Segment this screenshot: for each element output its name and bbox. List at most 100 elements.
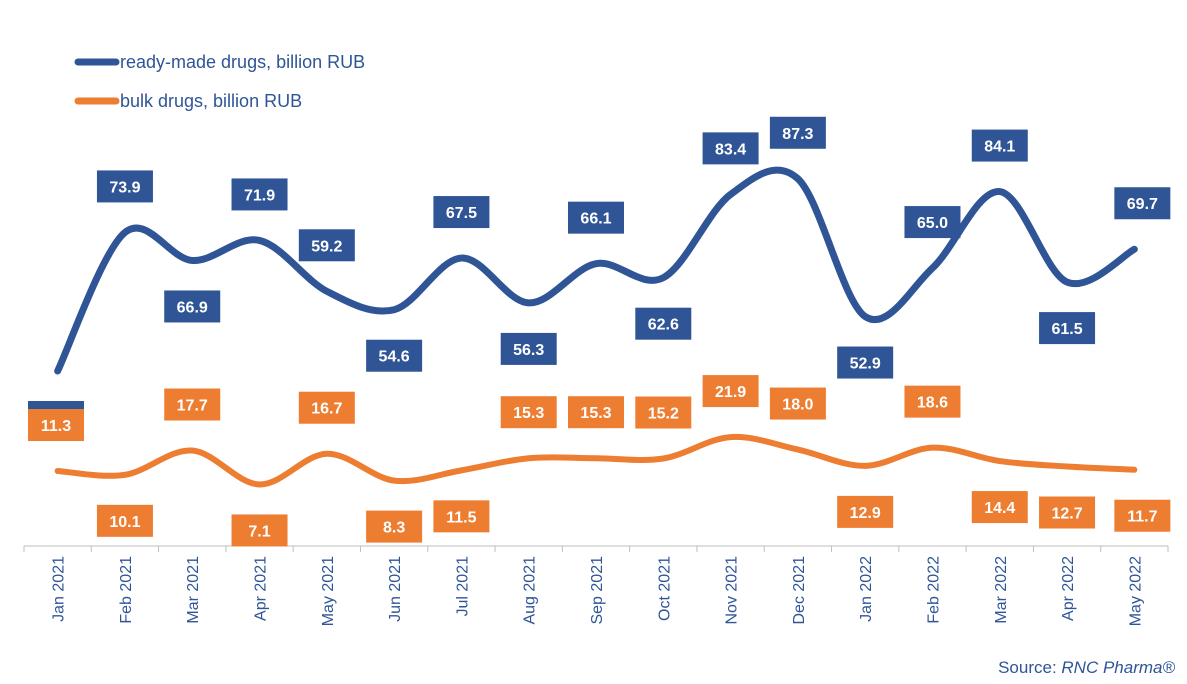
data-label-box (298, 229, 355, 262)
data-label-text: 12.9 (850, 505, 881, 522)
data-label: 83.4 (702, 132, 759, 165)
data-label-box (904, 206, 961, 239)
data-label-text: 11.3 (41, 418, 71, 435)
data-label-text: 59.2 (311, 238, 342, 255)
x-tick-label: Jan 2022 (858, 556, 875, 622)
data-labels: 39.373.966.971.959.254.667.556.366.162.6… (28, 116, 1171, 547)
data-label-box (635, 307, 692, 340)
x-tick-label: Oct 2021 (656, 556, 673, 621)
data-label: 56.3 (500, 332, 557, 365)
data-label-text: 12.7 (1051, 506, 1082, 523)
data-label-box (1039, 496, 1096, 529)
x-tick-label: Jan 2021 (51, 556, 68, 622)
data-label-box (702, 132, 759, 165)
data-label: 11.5 (433, 500, 490, 533)
data-label: 18.6 (904, 385, 961, 418)
data-label-box (904, 385, 961, 418)
x-tick-label: Jul 2021 (454, 556, 471, 617)
data-label-box (837, 346, 894, 379)
data-label: 87.3 (769, 116, 826, 149)
data-label-text: 15.3 (580, 405, 611, 422)
data-label-box (500, 332, 557, 365)
data-label-box (231, 514, 288, 547)
x-tick-label: Sep 2021 (589, 556, 606, 625)
data-label-text: 66.1 (580, 211, 611, 228)
source-prefix: Source: (998, 658, 1062, 677)
data-label: 15.3 (568, 396, 624, 429)
data-label: 66.9 (164, 290, 221, 323)
data-label-text: 84.1 (984, 139, 1015, 156)
data-label-text: 67.5 (446, 205, 477, 222)
data-label-box (1114, 187, 1171, 220)
data-label: 52.9 (837, 346, 894, 379)
x-tick-label: Feb 2022 (925, 556, 942, 624)
data-label: 16.7 (298, 391, 355, 424)
source-note: Source: RNC Pharma® (998, 658, 1175, 678)
data-label: 15.2 (635, 396, 692, 429)
data-label-text: 83.4 (715, 141, 746, 158)
data-label: 59.2 (298, 229, 355, 262)
data-label-text: 73.9 (109, 179, 140, 196)
data-label-box (500, 396, 557, 429)
x-tick-label: Dec 2021 (791, 556, 808, 625)
data-label: 8.3 (366, 510, 423, 543)
data-label: 18.0 (769, 387, 826, 420)
data-label-box (635, 396, 692, 429)
data-label-text: 52.9 (850, 356, 881, 373)
data-label-text: 16.7 (311, 401, 342, 418)
data-label-text: 21.9 (715, 384, 746, 401)
data-label: 15.3 (500, 396, 557, 429)
data-label: 7.1 (231, 514, 288, 547)
data-label-text: 87.3 (782, 126, 813, 143)
x-tick-label: Aug 2021 (522, 556, 539, 625)
legend-label-bulk: bulk drugs, billion RUB (120, 91, 302, 111)
data-label-box (164, 388, 221, 421)
data-label: 71.9 (231, 178, 288, 211)
data-label-box (366, 339, 423, 372)
x-tick-label: Apr 2022 (1060, 556, 1077, 621)
source-name: RNC Pharma® (1061, 658, 1175, 677)
data-label-box (298, 391, 355, 424)
data-label-box (568, 396, 624, 429)
data-label-box (366, 510, 423, 543)
data-label-text: 7.1 (248, 523, 270, 540)
data-label: 11.7 (1114, 499, 1171, 532)
x-axis: Jan 2021 Feb 2021 Mar 2021 Apr 2021 May 2021… (23, 545, 1169, 626)
data-label: 73.9 (96, 170, 153, 203)
data-label-box (231, 178, 288, 211)
data-label-box (433, 196, 490, 229)
data-label-text: 15.3 (513, 405, 544, 422)
data-label-box (568, 201, 624, 234)
data-label-text: 71.9 (244, 187, 275, 204)
data-label: 54.6 (366, 339, 423, 372)
data-label-text: 10.1 (109, 514, 140, 531)
data-label: 65.0 (904, 206, 961, 239)
data-label: 84.1 (971, 129, 1028, 162)
data-label: 10.1 (96, 504, 153, 537)
data-label-text: 65.0 (917, 215, 948, 232)
data-label-box (96, 504, 153, 537)
data-label-text: 17.7 (177, 398, 208, 415)
data-label-text: 56.3 (513, 342, 544, 359)
data-label: 12.9 (837, 495, 894, 528)
data-label-text: 62.6 (648, 317, 679, 334)
legend: ready-made drugs, billion RUB bulk drugs… (74, 52, 365, 111)
data-label-text: 66.9 (177, 299, 208, 316)
data-label: 14.4 (971, 491, 1028, 524)
x-tick-label: Mar 2021 (185, 556, 202, 624)
data-label-text: 18.0 (782, 397, 813, 414)
data-label-text: 54.6 (379, 349, 410, 366)
data-label-box (96, 170, 153, 203)
data-label: 17.7 (164, 388, 221, 421)
data-label-box (971, 129, 1028, 162)
legend-label-ready-made: ready-made drugs, billion RUB (120, 52, 365, 72)
data-label: 11.3 (28, 409, 84, 441)
data-label-box (1039, 312, 1096, 345)
series-line-ready-made (54, 166, 1138, 375)
x-tick-label: Nov 2021 (724, 556, 741, 625)
x-tick-label: Feb 2021 (118, 556, 135, 624)
data-label: 67.5 (433, 196, 490, 229)
data-label-box (1114, 499, 1171, 532)
data-label-box (769, 116, 826, 149)
